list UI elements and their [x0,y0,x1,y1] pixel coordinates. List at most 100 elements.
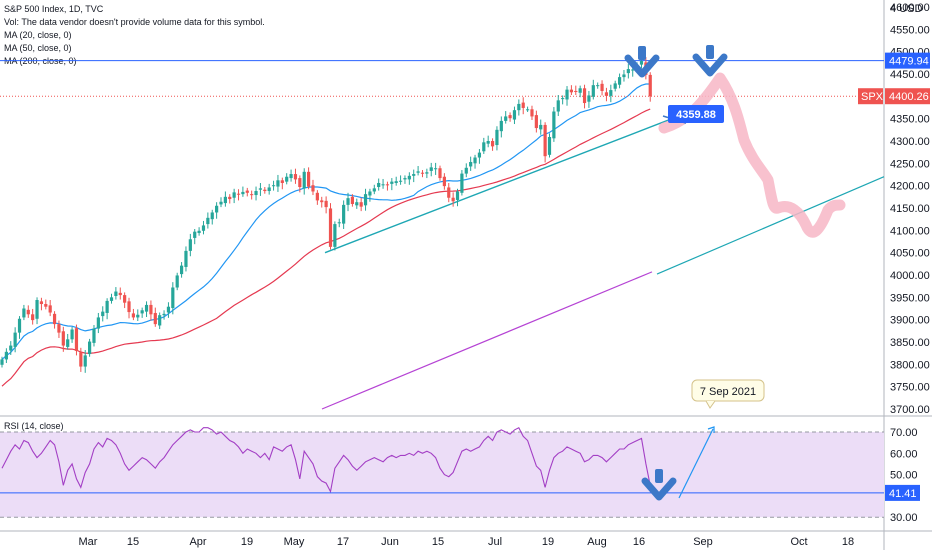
candle [271,180,276,191]
time-tick-label: 17 [337,536,349,548]
candle-body [587,95,591,102]
candle-body [521,102,525,108]
rsi-tick-label: 70.00 [890,427,918,439]
candle-body [179,265,184,275]
ma50-line [1,108,651,387]
candle [245,187,249,197]
candle-body [35,300,39,319]
rsi-line [1,426,651,494]
candle-body [390,181,394,184]
candle [39,297,44,311]
candle-body [9,345,13,351]
candle [162,310,166,320]
candle-body [600,83,604,91]
candle [613,80,617,92]
candle [184,246,188,272]
symbol-badge-box [858,88,883,105]
candle-body [66,339,70,347]
price-tick-label: 3800.00 [890,359,930,371]
candle [504,111,508,124]
candle [315,190,319,205]
time-tick-label: Sep [693,536,713,548]
candle-body [499,120,503,132]
candle [298,175,302,193]
candle-body [407,175,411,180]
currency-label: 4 USD [890,3,922,15]
candle [425,168,429,179]
candle [469,156,473,171]
candle [57,320,61,338]
time-tick-label: Aug [587,536,607,548]
price-tick-label: 4350.00 [890,114,930,126]
candle [451,192,455,207]
target-box [668,105,724,123]
candle [311,179,315,196]
candle [302,168,306,195]
candle-body [13,332,17,347]
candle-body [44,304,48,307]
date-callout-tail [705,400,716,409]
candle-body [438,168,442,179]
candle-body [79,352,83,367]
symbol-title: S&P 500 Index, 1D, TVC [4,4,104,14]
candle-body [26,309,30,315]
candle [552,107,556,142]
candle [22,304,26,321]
rsi-up-arrow [678,428,714,499]
candle-body [293,174,298,180]
candle [263,187,267,194]
arrow-head [692,53,728,77]
arrow-shaft [638,46,646,60]
candle-body [0,359,4,365]
candle [328,203,333,250]
candle [223,191,227,207]
candle [210,209,214,225]
candle-body [582,88,587,104]
candle-body [609,90,613,96]
candle-body [372,188,376,192]
ma200-line [321,271,653,410]
candle-body [153,312,157,325]
candle [127,297,131,319]
candle-body [385,184,390,186]
candle [66,333,70,350]
candle-body [412,174,416,176]
candle [236,189,241,201]
candle-body [311,185,315,192]
candle [175,272,179,291]
candle [4,348,8,363]
candle-body [648,74,652,97]
candle-body [188,239,192,251]
time-tick-label: 15 [127,536,139,548]
last-price-badge: 4400.26 [885,88,930,105]
candle-body [39,301,44,305]
candle-body [263,189,267,192]
candle-body [359,202,363,207]
candle-body [320,200,324,203]
price-tick-label: 4550.00 [890,24,930,36]
candle-body [197,230,201,234]
rsi-tick-label: 60.00 [890,448,918,460]
candle [499,116,503,138]
candle-body [250,194,254,196]
candle-body [539,124,543,130]
candle-body [232,192,236,198]
candle-body [4,351,8,360]
candle [556,94,560,116]
candle [534,110,538,133]
candle-body [556,100,560,112]
price-tick-label: 4100.00 [890,225,930,237]
price-tick-label: 3850.00 [890,337,930,349]
candle-body [271,185,276,187]
price-tick-label: 3900.00 [890,315,930,327]
candle [26,305,30,318]
candle-body [158,315,162,326]
candle-body [512,110,517,120]
candle [0,356,4,368]
candle [52,311,57,329]
candle-body [131,313,135,318]
candle [473,154,477,169]
candle-body [88,341,92,355]
candle-body [442,176,446,187]
